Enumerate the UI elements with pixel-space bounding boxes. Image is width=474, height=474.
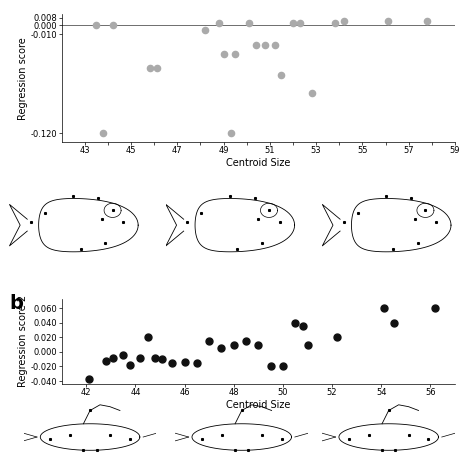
Point [159,356,166,363]
Point [278,71,285,78]
Point [119,352,127,359]
Point [201,26,209,33]
Point [380,304,388,312]
Point [308,89,315,96]
Point [245,19,253,27]
Point [144,334,152,341]
Point [220,50,228,58]
Point [292,319,299,327]
Y-axis label: Regression score 2: Regression score 2 [18,295,28,387]
Point [218,345,225,352]
Point [127,361,134,369]
Point [296,19,304,27]
Point [255,341,262,348]
Point [181,358,188,366]
Point [252,41,260,49]
Point [340,17,348,24]
Point [289,19,297,27]
Point [242,337,250,345]
Point [227,129,234,137]
Point [92,21,100,29]
Point [390,319,397,327]
Y-axis label: Regression score: Regression score [18,37,28,119]
Point [262,41,269,49]
Point [151,354,159,362]
Point [431,304,439,312]
Point [137,354,144,362]
Point [333,334,341,341]
Point [100,129,107,137]
X-axis label: Centroid Size: Centroid Size [226,158,291,168]
Point [205,337,213,345]
Point [279,363,287,370]
Point [102,357,109,365]
X-axis label: Centroid Size: Centroid Size [226,400,291,410]
Point [109,354,117,362]
Text: b: b [9,294,23,313]
Point [423,17,431,24]
Point [215,19,223,27]
Point [271,41,278,49]
Point [109,21,116,29]
Point [168,359,176,366]
Point [153,64,160,72]
Point [267,363,274,370]
Point [230,341,237,348]
Point [331,19,338,27]
Point [384,17,392,24]
Point [231,50,239,58]
Point [299,322,306,330]
Point [146,64,154,72]
Point [193,359,201,366]
Point [85,375,92,383]
Point [304,341,311,348]
